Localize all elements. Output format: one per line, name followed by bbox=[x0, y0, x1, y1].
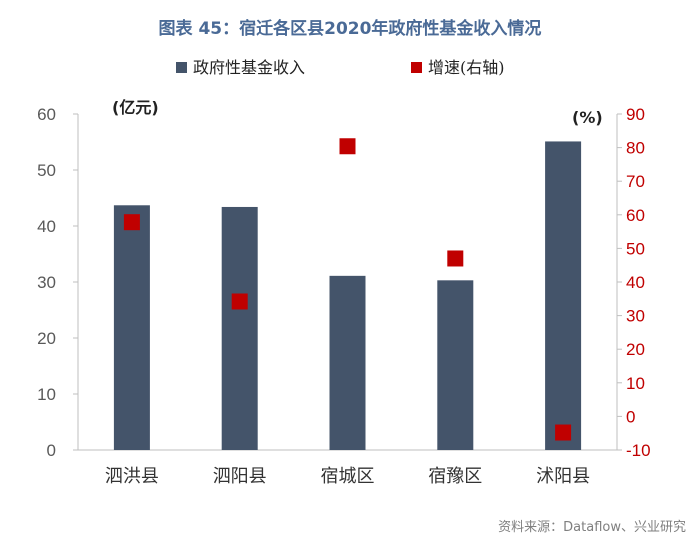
bar bbox=[437, 280, 474, 450]
growth-marker bbox=[231, 293, 248, 310]
y-right-tick-label: -10 bbox=[626, 441, 651, 460]
y-right-tick-label: 50 bbox=[626, 239, 645, 258]
y-left-tick-label: 60 bbox=[37, 105, 56, 124]
y-left-tick-label: 0 bbox=[47, 441, 56, 460]
y-left-tick-label: 10 bbox=[37, 385, 56, 404]
growth-marker bbox=[447, 250, 464, 267]
bar bbox=[221, 206, 258, 450]
x-tick-label: 泗洪县 bbox=[105, 466, 159, 487]
y-left-unit: (亿元) bbox=[112, 98, 159, 117]
y-right-tick-label: 30 bbox=[626, 307, 645, 326]
x-tick-label: 宿城区 bbox=[321, 466, 375, 487]
bar bbox=[545, 141, 582, 450]
y-left-tick-label: 30 bbox=[37, 273, 56, 292]
y-right-tick-label: 10 bbox=[626, 374, 645, 393]
legend-swatch-bar bbox=[176, 62, 187, 73]
x-tick-label: 宿豫区 bbox=[428, 466, 482, 487]
y-right-tick-label: 60 bbox=[626, 206, 645, 225]
growth-marker bbox=[555, 424, 572, 441]
y-right-tick-label: 90 bbox=[626, 105, 645, 124]
growth-marker bbox=[123, 214, 140, 231]
x-tick-label: 沭阳县 bbox=[536, 466, 590, 487]
y-right-tick-label: 20 bbox=[626, 340, 645, 359]
y-left-tick-label: 50 bbox=[37, 161, 56, 180]
y-right-tick-label: 40 bbox=[626, 273, 645, 292]
source-note: 资料来源：Dataflow、兴业研究 bbox=[498, 520, 686, 535]
legend-label-bar: 政府性基金收入 bbox=[193, 58, 305, 77]
bar bbox=[329, 275, 366, 450]
legend-swatch-marker bbox=[411, 62, 422, 73]
chart-title: 图表 45：宿迁各区县2020年政府性基金收入情况 bbox=[158, 19, 542, 39]
x-tick-label: 泗阳县 bbox=[213, 466, 267, 487]
y-right-tick-label: 70 bbox=[626, 172, 645, 191]
legend-label-marker: 增速(右轴) bbox=[428, 58, 505, 77]
y-right-tick-label: 80 bbox=[626, 139, 645, 158]
y-left-tick-label: 20 bbox=[37, 329, 56, 348]
y-right-tick-label: 0 bbox=[626, 407, 635, 426]
y-left-tick-label: 40 bbox=[37, 217, 56, 236]
growth-marker bbox=[339, 138, 356, 155]
y-right-unit: (%) bbox=[572, 108, 603, 127]
bar bbox=[113, 205, 150, 450]
